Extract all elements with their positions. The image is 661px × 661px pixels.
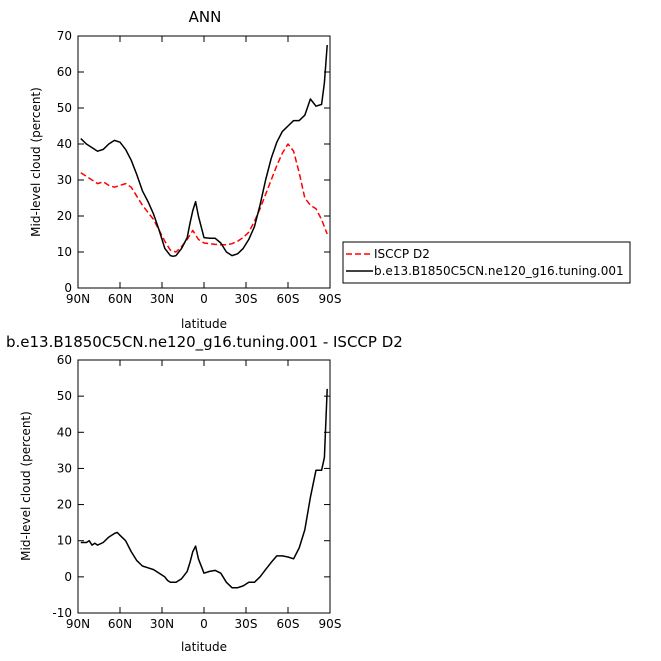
- bottom-x-tick-label: 90S: [319, 617, 342, 631]
- legend-label-model: b.e13.B1850C5CN.ne120_g16.tuning.001: [374, 264, 624, 278]
- top-y-tick-label: 20: [57, 209, 72, 223]
- bottom-series-line-0: [80, 388, 328, 589]
- bottom-chart-title: b.e13.B1850C5CN.ne120_g16.tuning.001 - I…: [6, 333, 403, 352]
- bottom-x-tick-label: 30N: [150, 617, 174, 631]
- legend-box: [342, 241, 631, 284]
- bottom-x-axis-label: latitude: [181, 640, 227, 654]
- top-y-tick-label: 40: [57, 137, 72, 151]
- top-y-axis-label: Mid-level cloud (percent): [29, 87, 43, 237]
- bottom-plot-frame: [77, 359, 331, 614]
- top-x-tick-label: 60N: [108, 292, 132, 306]
- top-x-tick-label: 90N: [66, 292, 90, 306]
- bottom-y-tick-label: 30: [57, 461, 72, 475]
- top-y-tick-label: 10: [57, 245, 72, 259]
- bottom-y-tick-label: 10: [57, 534, 72, 548]
- bottom-x-tick-label: 60S: [277, 617, 300, 631]
- bottom-y-tick-label: 40: [57, 425, 72, 439]
- top-y-tick-label: 50: [57, 101, 72, 115]
- top-x-tick-label: 60S: [277, 292, 300, 306]
- bottom-y-tick-label: 0: [64, 570, 72, 584]
- top-plot-frame: [77, 35, 331, 289]
- top-y-tick-label: 0: [64, 281, 72, 295]
- top-y-tick-label: 60: [57, 65, 72, 79]
- top-series-layer: [80, 44, 328, 258]
- bottom-y-axis-label: Mid-level cloud (percent): [19, 411, 33, 561]
- bottom-x-tick-label: 30S: [235, 617, 258, 631]
- bottom-x-ticks: 90N 60N 30N 0 30S 60S 90S: [66, 360, 342, 631]
- bottom-x-tick-label: 90N: [66, 617, 90, 631]
- bottom-y-tick-label: 50: [57, 389, 72, 403]
- bottom-series-layer: [80, 388, 328, 589]
- top-x-ticks: 90N 60N 30N 0 30S 60S 90S: [66, 36, 342, 306]
- legend-label-isccp: ISCCP D2: [374, 247, 430, 261]
- bottom-y-ticks: -10 0 10 20 30 40 50 60: [52, 353, 330, 620]
- bottom-y-tick-label: -10: [52, 606, 72, 620]
- top-x-axis-label: latitude: [181, 317, 227, 331]
- top-x-tick-label: 0: [200, 292, 208, 306]
- top-x-tick-label: 90S: [319, 292, 342, 306]
- top-x-tick-label: 30S: [235, 292, 258, 306]
- bottom-y-tick-label: 60: [57, 353, 72, 367]
- top-y-tick-label: 30: [57, 173, 72, 187]
- top-y-tick-label: 70: [57, 29, 72, 43]
- top-chart-title: ANN: [189, 8, 222, 26]
- bottom-panel: b.e13.B1850C5CN.ne120_g16.tuning.001 - I…: [6, 333, 403, 654]
- legend: ISCCP D2 b.e13.B1850C5CN.ne120_g16.tunin…: [342, 241, 631, 284]
- bottom-x-tick-label: 60N: [108, 617, 132, 631]
- top-x-tick-label: 30N: [150, 292, 174, 306]
- bottom-x-tick-label: 0: [200, 617, 208, 631]
- top-series-line-0: [80, 143, 328, 253]
- top-series-line-1: [80, 44, 328, 258]
- bottom-y-tick-label: 20: [57, 498, 72, 512]
- top-y-ticks: 0 10 20 30 40 50 60 70: [57, 29, 330, 295]
